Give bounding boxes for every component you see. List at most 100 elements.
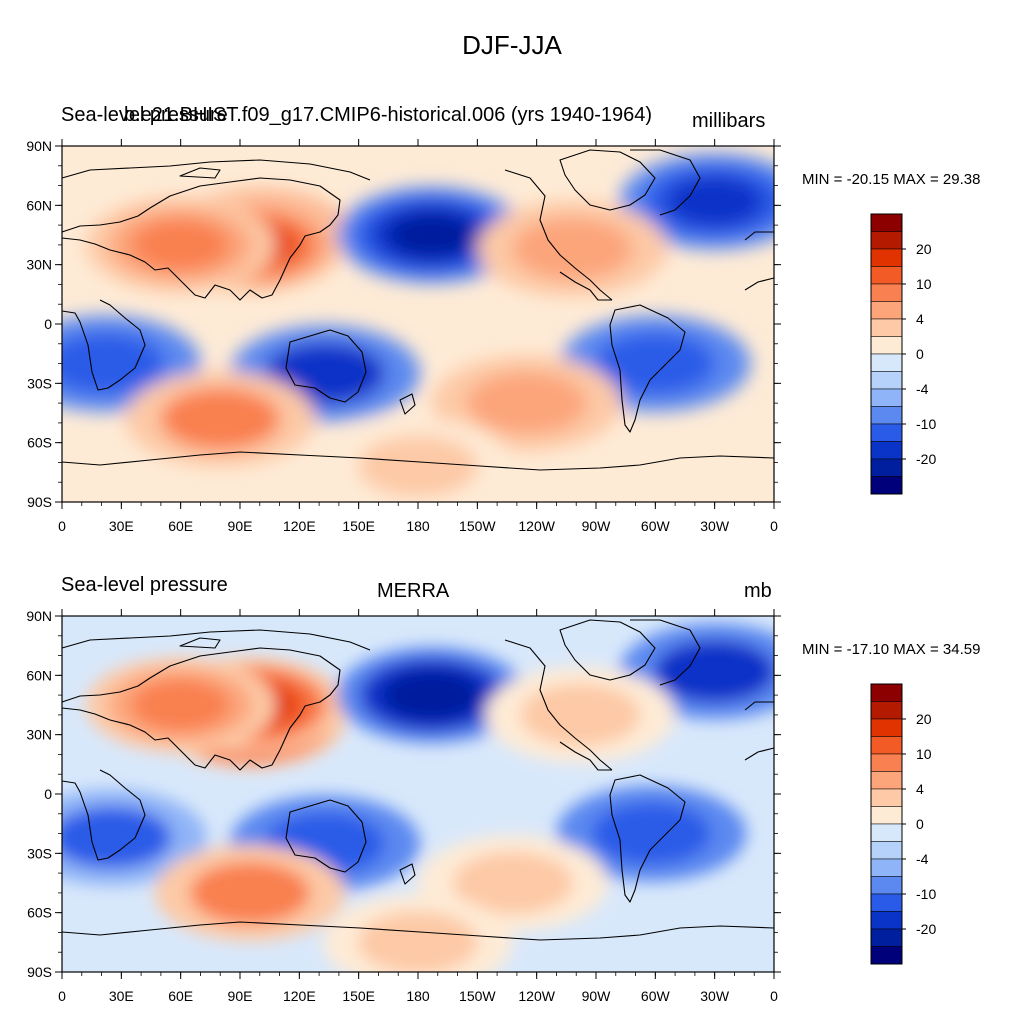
colorbar-label: 20 [916, 241, 932, 257]
colorbar-swatch [870, 441, 903, 460]
x-tick-label: 60E [168, 518, 193, 534]
x-tick-label: 90W [582, 988, 612, 1004]
y-tick-label: 30N [26, 727, 52, 743]
x-tick-label: 90E [228, 988, 253, 1004]
colorbar-label: -4 [916, 381, 929, 397]
field-north-america-high [512, 217, 633, 280]
x-tick-label: 90W [582, 518, 612, 534]
colorbar-swatch [870, 946, 903, 965]
y-tick-label: 60N [26, 667, 52, 683]
field-north-america-high [520, 683, 641, 746]
axis-ticks [55, 139, 781, 509]
field-eurasian-ridge [132, 219, 229, 271]
colorbar-swatch [870, 701, 903, 720]
map-plot: 90N 60N 30N 0 30S 60S 90S 0 30E 60E 90E 120E 150E 18… [26, 608, 936, 1004]
y-tick-label: 90S [27, 964, 52, 980]
colorbar-swatch [870, 353, 903, 372]
colorbar-swatch [870, 911, 903, 930]
colorbar-label: -20 [916, 921, 936, 937]
panel-units: millibars [692, 110, 766, 132]
x-tick-label: 0 [58, 518, 66, 534]
field-south-pacific-high [466, 372, 587, 435]
field-south-pacific-high [452, 852, 573, 914]
colorbar-swatch [870, 928, 903, 947]
x-tick-label: 120W [518, 518, 555, 534]
min-max-label: MIN = -20.15 MAX = 29.38 [802, 171, 981, 188]
y-axis-labels: 90N 60N 30N 0 30S 60S 90S [26, 138, 52, 510]
colorbar-swatch [870, 283, 903, 302]
field-antarctic-coast [358, 911, 478, 972]
colorbar-swatch [870, 371, 903, 390]
y-tick-label: 0 [44, 316, 52, 332]
x-tick-label: 60E [168, 988, 193, 1004]
panel-center-title: b.e21.BHIST.f09_g17.CMIP6-historical.006… [124, 104, 653, 126]
x-tick-label: 150W [459, 518, 496, 534]
colorbar-label: 10 [916, 746, 932, 762]
colorbar-swatch [870, 788, 903, 807]
x-tick-label: 180 [406, 988, 430, 1004]
y-tick-label: 30S [27, 845, 52, 861]
y-tick-label: 60S [27, 905, 52, 921]
field-southern-africa [62, 806, 172, 869]
colorbar-swatch [870, 876, 903, 895]
panel-units: mb [744, 580, 772, 602]
field-aleutian-low [383, 669, 481, 721]
x-tick-label: 150E [342, 518, 375, 534]
field-south-america [595, 332, 716, 395]
colorbar-swatch [870, 753, 903, 772]
panel-variable-label: Sea-level pressure [61, 104, 228, 126]
colorbar-swatch [870, 301, 903, 320]
field-australia [265, 342, 386, 405]
x-tick-label: 60W [641, 518, 671, 534]
panel-center-title: MERRA [377, 580, 450, 602]
colorbar-swatch [870, 336, 903, 355]
field-southern-africa [62, 332, 166, 395]
x-tick-label: 0 [770, 518, 778, 534]
colorbar-swatch [870, 388, 903, 407]
colorbar-swatch [870, 231, 903, 250]
colorbar-swatch [870, 841, 903, 860]
colorbar-swatch [870, 718, 903, 737]
colorbar-label: -20 [916, 451, 936, 467]
colorbar-label: 0 [916, 816, 924, 832]
y-tick-label: 30S [27, 375, 52, 391]
y-tick-label: 90N [26, 138, 52, 154]
x-tick-label: 150E [342, 988, 375, 1004]
colorbar-label: 4 [916, 781, 924, 797]
x-tick-label: 30W [700, 518, 730, 534]
colorbar-label: 10 [916, 276, 932, 292]
x-tick-label: 180 [406, 518, 430, 534]
coastlines [61, 149, 775, 471]
min-max-label: MIN = -17.10 MAX = 34.59 [802, 641, 981, 658]
colorbar-label: -4 [916, 851, 929, 867]
coastlines [61, 619, 775, 941]
colorbar-swatch [870, 806, 903, 825]
x-tick-label: 30W [700, 988, 730, 1004]
colorbar-swatch [870, 823, 903, 842]
field-icelandic-low [666, 176, 764, 227]
colorbar-swatch [870, 423, 903, 442]
colorbar-swatch [870, 318, 903, 337]
colorbar: 20 10 4 0 -4 -10 -20 [870, 683, 936, 965]
colorbar-label: -10 [916, 886, 936, 902]
y-tick-label: 90S [27, 494, 52, 510]
colorbar-swatch [870, 736, 903, 755]
y-tick-label: 30N [26, 257, 52, 273]
y-tick-label: 60N [26, 197, 52, 213]
field-eurasian-ridge [132, 679, 229, 731]
field-icelandic-low [654, 640, 774, 703]
colorbar-swatch [870, 893, 903, 912]
x-tick-label: 60W [641, 988, 671, 1004]
panel-variable-label: Sea-level pressure [61, 574, 228, 596]
colorbar-swatch [870, 683, 903, 702]
y-tick-label: 0 [44, 786, 52, 802]
contour-field [62, 616, 774, 972]
x-tick-label: 30E [109, 518, 134, 534]
x-axis-labels: 0 30E 60E 90E 120E 150E 180 150W 120W 90W 60W 30W 0 [58, 988, 778, 1004]
x-tick-label: 0 [58, 988, 66, 1004]
colorbar-label: 20 [916, 711, 932, 727]
field-aleutian-low [389, 212, 475, 258]
map-plot: 90N 60N 30N 0 30S 60S 90S 0 30E 60E 90E 120E 150E 18… [26, 138, 936, 534]
field-antarctic-coast [358, 435, 478, 498]
x-axis-labels: 0 30E 60E 90E 120E 150E 180 150W 120W 90W 60W 30W 0 [58, 518, 778, 534]
